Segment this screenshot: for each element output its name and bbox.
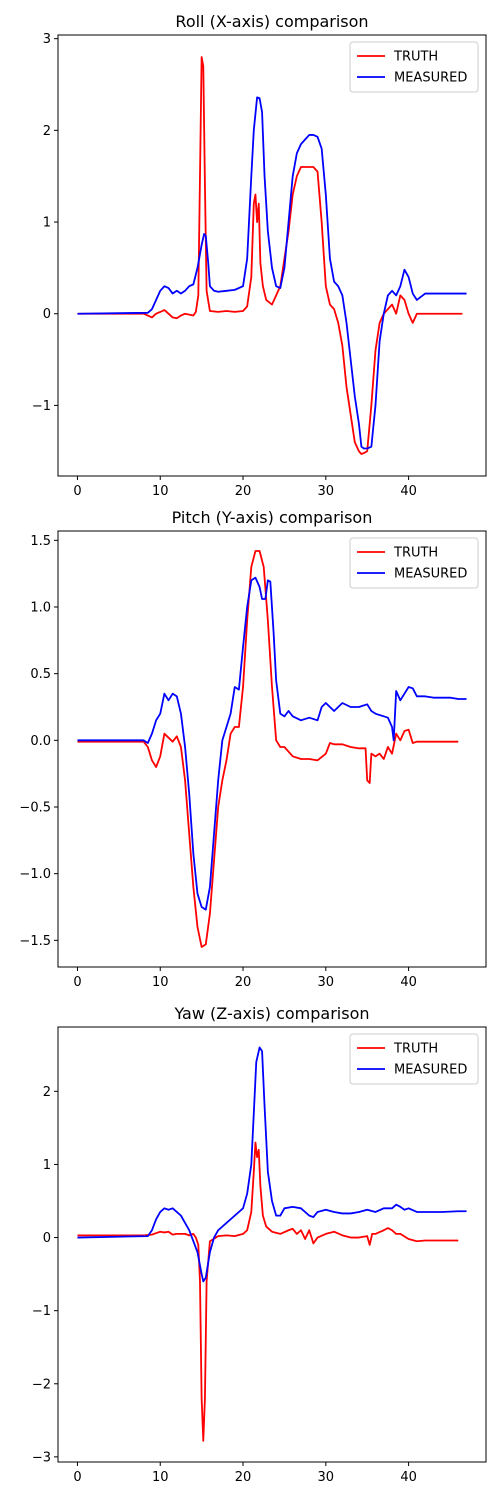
y-tick-label: 0.5 [30, 667, 51, 682]
y-tick-label: 1.5 [30, 534, 51, 549]
subplot-2: Pitch (Y-axis) comparison 0 10 20 30 40 −1.5 −1… [19, 508, 487, 990]
y-tick-label: −0.5 [19, 801, 51, 816]
plot-frame [57, 530, 487, 968]
x-tick-label: 10 [152, 975, 169, 990]
y-tick-label: 3 [43, 32, 51, 47]
x-tick-label: 30 [318, 1470, 335, 1485]
subplot-1: Roll (X-axis) comparison 0 10 20 30 40 −1 0 1 2 3 T… [32, 12, 487, 499]
y-tick-label: 0 [43, 1231, 51, 1246]
legend-box [349, 537, 479, 589]
legend: TRUTH MEASURED [349, 1033, 479, 1085]
subplot-3: Yaw (Z-axis) comparison 0 10 20 30 40 −3 −2 −1 0 1… [32, 1004, 487, 1485]
series-line-truth [77, 1141, 459, 1442]
series-line-measured [77, 1046, 467, 1283]
legend-label-measured: MEASURED [394, 71, 467, 86]
x-tick-label: 20 [235, 484, 252, 499]
x-tick-label: 20 [235, 975, 252, 990]
plot-frame [57, 1026, 487, 1463]
x-tick-label: 40 [400, 1470, 417, 1485]
y-tick-label: 2 [43, 124, 51, 139]
y-tick-label: 0 [43, 307, 51, 322]
y-tick-label: 0.0 [30, 734, 51, 749]
legend-label-truth: TRUTH [393, 1042, 438, 1057]
y-tick-label: 2 [43, 1085, 51, 1100]
series-line-measured [77, 576, 467, 911]
chart-title: Yaw (Z-axis) comparison [173, 1004, 369, 1023]
series-line-truth [77, 550, 459, 948]
y-tick-label: −1 [32, 399, 51, 414]
legend-label-truth: TRUTH [393, 50, 438, 65]
plot-frame [57, 34, 487, 477]
chart-title: Pitch (Y-axis) comparison [172, 508, 373, 527]
legend-label-measured: MEASURED [394, 567, 467, 582]
legend-label-truth: TRUTH [393, 546, 438, 561]
series-line-measured [77, 96, 467, 450]
x-tick-label: 20 [235, 1470, 252, 1485]
y-tick-label: −1.0 [19, 867, 51, 882]
legend-label-measured: MEASURED [394, 1063, 467, 1078]
x-tick-label: 10 [152, 484, 169, 499]
legend: TRUTH MEASURED [349, 41, 479, 93]
y-tick-label: −1.5 [19, 934, 51, 949]
y-tick-label: −3 [32, 1450, 51, 1465]
x-tick-label: 30 [318, 484, 335, 499]
y-tick-label: −1 [32, 1304, 51, 1319]
x-tick-label: 0 [73, 1470, 81, 1485]
x-tick-label: 40 [400, 975, 417, 990]
x-tick-label: 10 [152, 1470, 169, 1485]
x-tick-label: 0 [73, 975, 81, 990]
legend: TRUTH MEASURED [349, 537, 479, 589]
chart-title: Roll (X-axis) comparison [175, 12, 368, 31]
x-tick-label: 0 [73, 484, 81, 499]
series-line-truth [77, 56, 463, 455]
y-tick-label: 1 [43, 1158, 51, 1173]
legend-box [349, 41, 479, 93]
y-tick-label: −2 [32, 1377, 51, 1392]
y-tick-label: 1 [43, 216, 51, 231]
x-tick-label: 40 [400, 484, 417, 499]
y-tick-label: 1.0 [30, 601, 51, 616]
legend-box [349, 1033, 479, 1085]
x-tick-label: 30 [318, 975, 335, 990]
